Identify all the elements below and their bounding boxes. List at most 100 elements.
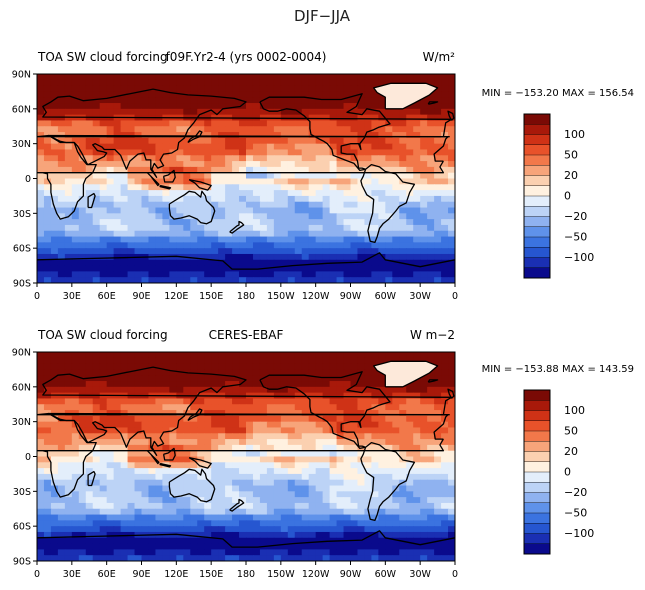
heatmap-cell (43, 468, 52, 475)
y-tick-label: 60S (13, 522, 31, 533)
heatmap-cell (71, 184, 80, 191)
heatmap-cell (141, 537, 150, 545)
heatmap-cell (246, 137, 254, 145)
heatmap-cell (190, 265, 198, 272)
heatmap-cell (204, 79, 212, 87)
heatmap-cell (259, 224, 268, 232)
heatmap-cell (336, 219, 345, 226)
heatmap-cell (378, 230, 386, 238)
heatmap-cell (78, 120, 87, 127)
heatmap-cell (448, 259, 455, 267)
heatmap-cell (441, 456, 449, 463)
heatmap-cell (441, 161, 449, 168)
heatmap-cell (371, 74, 379, 81)
heatmap-cell (37, 462, 45, 469)
heatmap-cell (252, 352, 261, 359)
heatmap-cell (155, 502, 163, 510)
heatmap-cell (120, 259, 129, 267)
heatmap-cell (280, 224, 289, 232)
heatmap-cell (211, 526, 219, 533)
heatmap-cell (322, 224, 331, 232)
heatmap-cell (420, 161, 428, 168)
heatmap-cell (43, 369, 52, 376)
heatmap-cell (64, 79, 73, 87)
heatmap-cell (420, 543, 428, 550)
heatmap-cell (113, 549, 122, 556)
heatmap-cell (364, 242, 372, 249)
heatmap-cell (308, 398, 317, 405)
heatmap-cell (448, 543, 455, 550)
heatmap-cell (141, 265, 150, 272)
heatmap-cell (385, 497, 393, 504)
heatmap-cell (322, 97, 331, 104)
heatmap-cell (329, 253, 338, 261)
heatmap-cell (71, 456, 80, 463)
heatmap-cell (252, 236, 261, 243)
heatmap-cell (50, 230, 59, 238)
heatmap-cell (232, 415, 240, 423)
heatmap-cell (315, 543, 324, 550)
heatmap-cell (57, 549, 66, 556)
heatmap-cell (183, 259, 191, 267)
heatmap-cell (364, 248, 372, 255)
heatmap-cell (204, 508, 212, 516)
heatmap-cell (232, 555, 240, 561)
heatmap-cell (141, 172, 150, 180)
heatmap-cell (252, 398, 261, 405)
heatmap-cell (155, 195, 163, 203)
heatmap-cell (308, 421, 317, 429)
heatmap-cell (287, 190, 296, 197)
heatmap-cell (57, 386, 66, 394)
heatmap-cell (246, 398, 254, 405)
heatmap-cell (176, 357, 184, 365)
heatmap-cell (378, 381, 386, 388)
x-tick-label: 120E (164, 569, 188, 580)
heatmap-cell (399, 190, 407, 197)
heatmap-cell (92, 479, 101, 487)
heatmap-cell (287, 421, 296, 429)
heatmap-cell (211, 103, 219, 110)
heatmap-cell (413, 143, 421, 151)
heatmap-cell (99, 456, 108, 463)
heatmap-cell (371, 253, 379, 261)
heatmap-cell (106, 456, 115, 463)
heatmap-cell (427, 497, 435, 504)
heatmap-cell (204, 352, 212, 359)
heatmap-cell (385, 224, 393, 232)
heatmap-cell (225, 479, 233, 487)
heatmap-cell (99, 201, 108, 209)
colorbar-label: −20 (564, 210, 587, 223)
heatmap-cell (350, 114, 359, 122)
colorbar-swatch (523, 113, 551, 125)
heatmap-cell (385, 450, 393, 458)
heatmap-cell (273, 161, 282, 168)
heatmap-cell (134, 555, 143, 561)
heatmap-cell (106, 97, 115, 104)
heatmap-cell (50, 514, 59, 521)
heatmap-cell (176, 271, 184, 278)
heatmap-cell (197, 108, 205, 116)
heatmap-cell (246, 190, 254, 197)
heatmap-cell (99, 143, 108, 151)
heatmap-cell (246, 473, 254, 481)
heatmap-cell (294, 537, 303, 545)
heatmap-cell (406, 352, 414, 359)
heatmap-cell (427, 265, 435, 272)
heatmap-cell (315, 155, 324, 162)
heatmap-cell (357, 352, 366, 359)
y-tick-label: 30N (12, 417, 31, 428)
heatmap-cell (99, 149, 108, 156)
heatmap-cell (364, 85, 372, 93)
heatmap-cell (162, 439, 170, 446)
heatmap-cell (246, 444, 254, 452)
heatmap-cell (399, 352, 407, 359)
heatmap-cell (64, 114, 73, 122)
heatmap-cell (357, 473, 366, 481)
heatmap-cell (315, 421, 324, 429)
heatmap-cell (50, 439, 59, 446)
heatmap-cell (315, 508, 324, 516)
heatmap-cell (211, 468, 219, 475)
heatmap-cell (364, 236, 372, 243)
heatmap-cell (378, 108, 386, 116)
heatmap-cell (378, 213, 386, 220)
